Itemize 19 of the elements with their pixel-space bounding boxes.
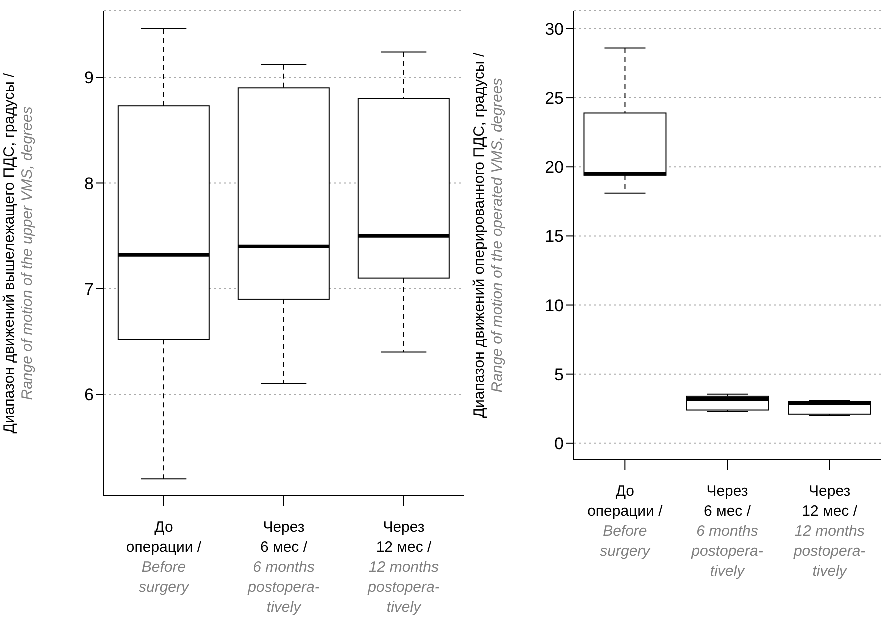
y-tick-label: 20 [545, 158, 564, 178]
x-tick-label: Через 6 мес / 6 months postopera- tively [247, 519, 320, 616]
y-tick-label: 30 [545, 20, 564, 39]
x-tick-label: До операции / Before surgery [588, 483, 664, 560]
y-axis-title: Диапазон движений вышележащего ПДС, градусы / Range of motion of the upper VMS, degrees [1, 72, 36, 434]
x-tick-label: До операции / Before surgery [126, 519, 202, 596]
y-tick-label: 9 [84, 68, 94, 88]
y-tick-label: 6 [84, 386, 94, 405]
y-tick-label: 7 [84, 280, 94, 299]
y-tick-label: 0 [554, 434, 564, 454]
x-tick-label: Через 12 мес / 12 months postopera- tively [367, 519, 440, 616]
x-tick-label: Через 6 мес / 6 months postopera- tively [690, 483, 764, 580]
y-tick-label: 10 [545, 296, 564, 316]
y-tick-label: 8 [84, 174, 94, 194]
y-tick-label: 25 [545, 89, 564, 108]
y-tick-label: 15 [545, 227, 564, 246]
y-tick-label: 5 [554, 365, 564, 384]
x-tick-label: Через 12 мес / 12 months postopera- tively [792, 483, 866, 580]
y-axis-title: Диапазон движений оперированного ПДС, градусы / Range of motion of the operated VMS, degrees [471, 52, 506, 418]
